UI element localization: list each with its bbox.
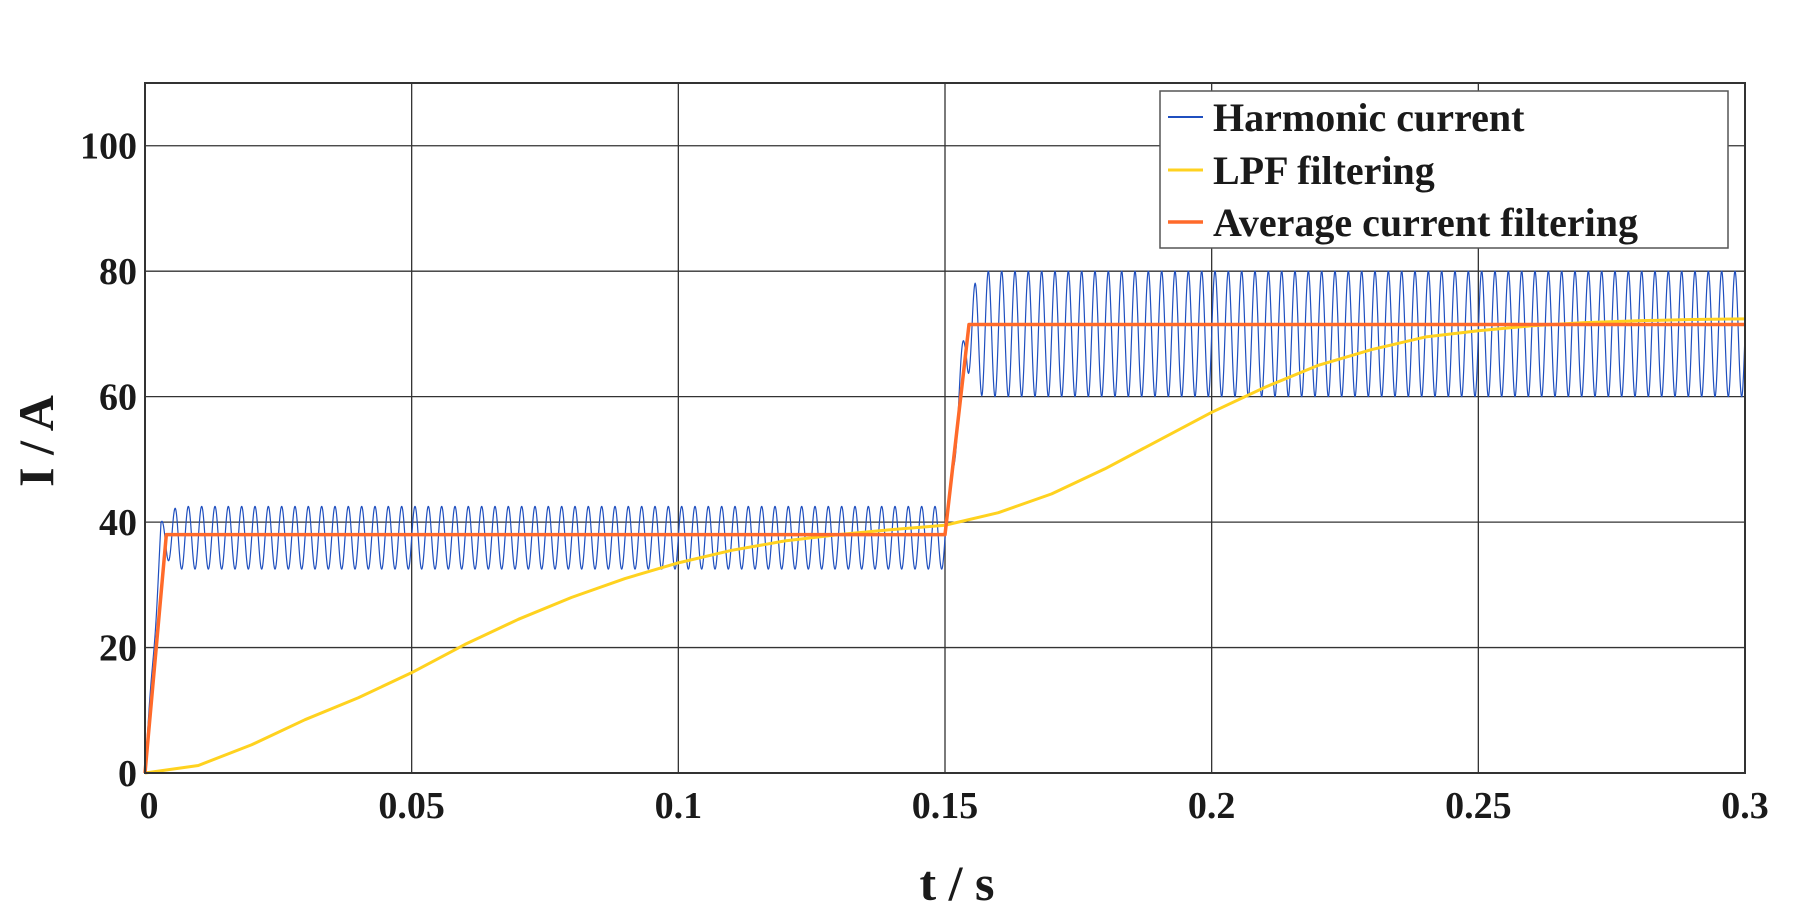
y-axis-label: I / A (8, 395, 64, 487)
series-line-average-current-filtering (143, 322, 1745, 774)
x-tick-label: 0.15 (912, 785, 979, 827)
x-axis-label: t / s (920, 855, 995, 911)
legend: Harmonic current LPF filtering Average c… (1159, 90, 1729, 249)
x-tick-label: 0 (140, 785, 159, 827)
y-tick-label: 20 (99, 628, 137, 670)
x-tick-label: 0.25 (1445, 785, 1512, 827)
tick-labels: 0 0.05 0.1 0.15 0.2 0.25 0.3 0 20 40 60 80 100 (80, 126, 1769, 827)
plot-frame (144, 82, 1746, 774)
x-tick-label: 0.05 (378, 785, 445, 827)
series-line-harmonic-current (144, 270, 1746, 774)
x-tick-label: 0.3 (1721, 785, 1769, 827)
x-tick-label: 0.2 (1188, 785, 1236, 827)
y-tick-label: 40 (99, 502, 137, 544)
legend-entry-lpf-filtering: LPF filtering (1213, 148, 1435, 193)
legend-entry-harmonic-current: Harmonic current (1213, 95, 1525, 140)
series-group (143, 270, 1746, 775)
y-tick-label: 80 (99, 251, 137, 293)
legend-box (1159, 90, 1729, 249)
y-tick-label: 0 (118, 753, 137, 795)
x-tick-label: 0.1 (655, 785, 703, 827)
y-tick-label: 100 (80, 126, 137, 168)
y-tick-label: 60 (99, 377, 137, 419)
legend-entry-average-current-filtering: Average current filtering (1213, 200, 1638, 245)
